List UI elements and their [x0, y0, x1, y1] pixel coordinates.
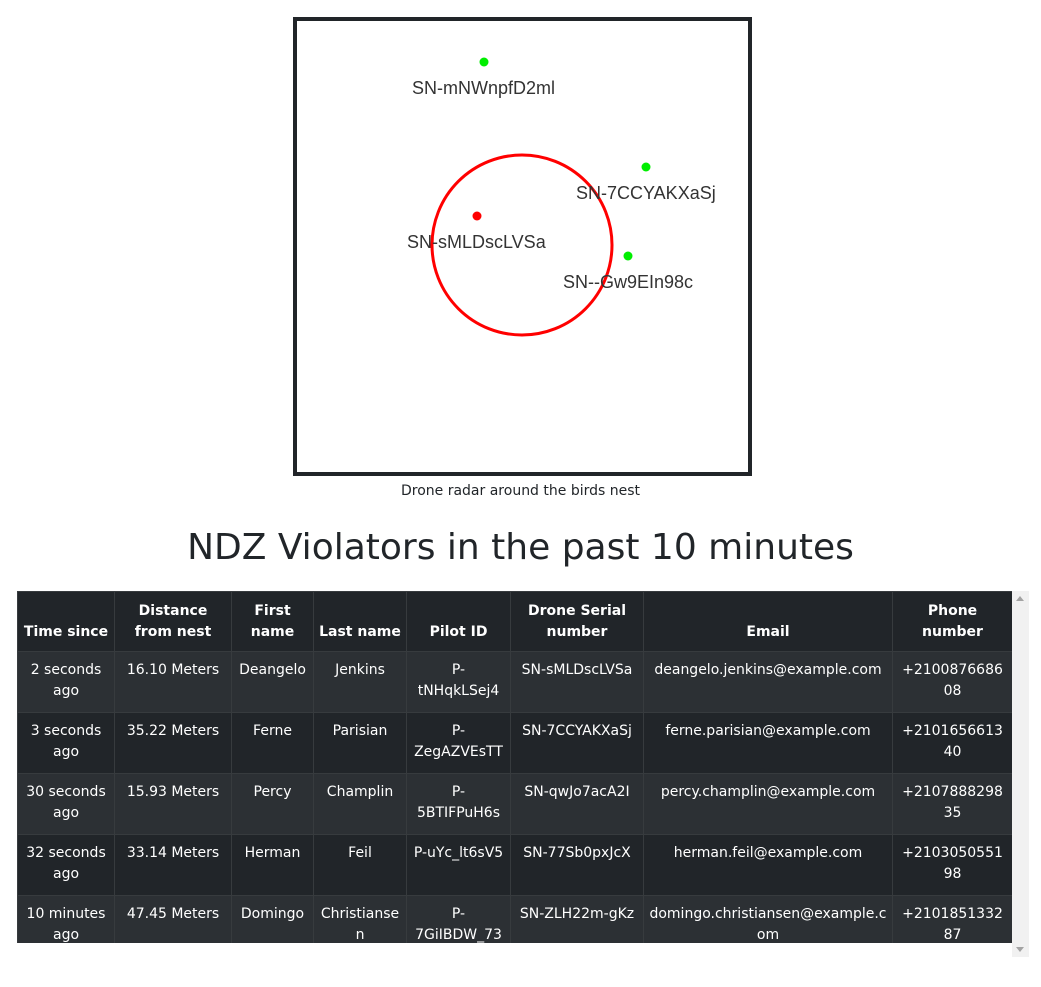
table-cell: Champlin [313, 773, 407, 835]
table-cell: P-uYc_lt6sV5 [406, 834, 511, 896]
table-row: 10 minutes ago 47.45 Meters Domingo Chri… [17, 895, 1012, 943]
column-header: Distance from nest [114, 591, 232, 652]
column-header: Phone number [892, 591, 1012, 652]
scroll-up-arrow-icon[interactable] [1016, 596, 1024, 601]
table-cell: +210185133287 [892, 895, 1012, 943]
table-cell: Ferne [231, 712, 314, 774]
table-cell: Deangelo [231, 651, 314, 713]
radar-canvas: SN-mNWnpfD2ml SN-7CCYAKXaSj SN-sMLDscLVS… [407, 57, 716, 337]
table-cell: 47.45 Meters [114, 895, 232, 943]
table-header-row: Time since Distance from nest First name… [17, 591, 1012, 652]
table-cell: Parisian [313, 712, 407, 774]
column-header: Time since [17, 591, 115, 652]
radar-caption: Drone radar around the birds nest [400, 483, 641, 499]
table-cell: domingo.christiansen@example.com [643, 895, 893, 943]
page-title: NDZ Violators in the past 10 minutes [187, 527, 854, 568]
drone-dot [641, 162, 651, 172]
table-cell: +210305055198 [892, 834, 1012, 896]
drone-radar: SN-mNWnpfD2ml SN-7CCYAKXaSj SN-sMLDscLVS… [293, 17, 752, 476]
table-cell: SN-77Sb0pxJcX [510, 834, 644, 896]
table-cell: P-7GiIBDW_73 [406, 895, 511, 943]
column-header: Pilot ID [406, 591, 511, 652]
table-cell: Christiansen [313, 895, 407, 943]
table-cell: ferne.parisian@example.com [643, 712, 893, 774]
table-cell: 3 seconds ago [17, 712, 115, 774]
table-cell: +210788829835 [892, 773, 1012, 835]
table-cell: Percy [231, 773, 314, 835]
table-row: 30 seconds ago 15.93 Meters Percy Champl… [17, 773, 1012, 835]
table-cell: Herman [231, 834, 314, 896]
drone-dot [479, 57, 489, 67]
table-cell: SN-ZLH22m-gKz [510, 895, 644, 943]
drone-serial-label: SN--Gw9EIn98c [563, 272, 693, 292]
table-cell: P-5BTIFPuH6s [406, 773, 511, 835]
table-cell: 32 seconds ago [17, 834, 115, 896]
violators-table-container[interactable]: Time since Distance from nest First name… [17, 591, 1012, 943]
violators-table: Time since Distance from nest First name… [17, 591, 1012, 943]
table-cell: 35.22 Meters [114, 712, 232, 774]
scroll-down-arrow-icon[interactable] [1016, 947, 1024, 952]
drone-serial-label: SN-sMLDscLVSa [407, 232, 547, 252]
table-cell: 10 minutes ago [17, 895, 115, 943]
table-scrollbar[interactable] [1012, 591, 1029, 957]
drone-dot [623, 251, 633, 261]
drone-serial-label: SN-7CCYAKXaSj [576, 183, 716, 203]
table-row: 3 seconds ago 35.22 Meters Ferne Parisia… [17, 712, 1012, 774]
table-cell: SN-7CCYAKXaSj [510, 712, 644, 774]
table-row: 2 seconds ago 16.10 Meters Deangelo Jenk… [17, 651, 1012, 713]
table-cell: Domingo [231, 895, 314, 943]
drone-dot [472, 211, 482, 221]
table-cell: +210087668608 [892, 651, 1012, 713]
table-cell: P-ZegAZVEsTT [406, 712, 511, 774]
table-cell: herman.feil@example.com [643, 834, 893, 896]
table-cell: 33.14 Meters [114, 834, 232, 896]
table-cell: P-tNHqkLSej4 [406, 651, 511, 713]
table-cell: 15.93 Meters [114, 773, 232, 835]
drone-serial-label: SN-mNWnpfD2ml [412, 78, 555, 98]
table-cell: percy.champlin@example.com [643, 773, 893, 835]
table-cell: 30 seconds ago [17, 773, 115, 835]
column-header: Email [643, 591, 893, 652]
table-row: 32 seconds ago 33.14 Meters Herman Feil … [17, 834, 1012, 896]
table-cell: deangelo.jenkins@example.com [643, 651, 893, 713]
column-header: Last name [313, 591, 407, 652]
ndz-circle [430, 153, 614, 337]
table-cell: 2 seconds ago [17, 651, 115, 713]
table-cell: SN-qwJo7acA2I [510, 773, 644, 835]
table-cell: Jenkins [313, 651, 407, 713]
table-cell: Feil [313, 834, 407, 896]
table-cell: SN-sMLDscLVSa [510, 651, 644, 713]
table-cell: +210165661340 [892, 712, 1012, 774]
column-header: First name [231, 591, 314, 652]
column-header: Drone Serial number [510, 591, 644, 652]
table-cell: 16.10 Meters [114, 651, 232, 713]
